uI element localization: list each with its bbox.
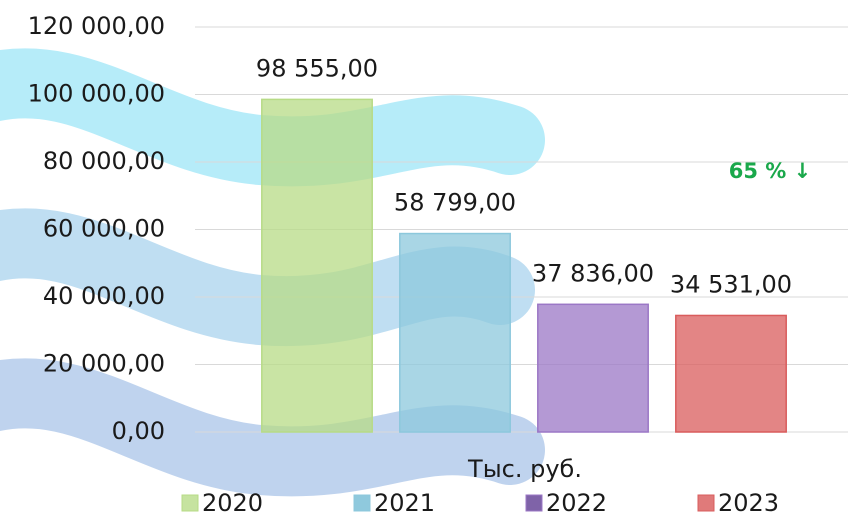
x-axis-label: Тыс. руб. [467,455,582,483]
legend-swatch [525,494,543,512]
legend-label: 2021 [374,489,435,517]
y-tick-label: 40 000,00 [43,282,165,310]
legend-label: 2023 [718,489,779,517]
bar [399,232,511,433]
bar [537,303,649,433]
legend-swatch [181,494,199,512]
y-tick-label: 60 000,00 [43,215,165,243]
legend-swatch [697,494,715,512]
value-label: 58 799,00 [394,189,516,217]
y-tick-label: 80 000,00 [43,147,165,175]
wave [0,48,545,187]
y-tick-label: 20 000,00 [43,350,165,378]
legend-swatch [353,494,371,512]
legend-label: 2020 [202,489,263,517]
legend-label: 2022 [546,489,607,517]
value-label: 34 531,00 [670,270,792,298]
value-label: 37 836,00 [532,259,654,287]
bar [675,314,787,433]
bar [261,98,373,433]
y-tick-label: 0,00 [112,417,165,445]
y-tick-label: 100 000,00 [28,80,165,108]
y-tick-label: 120 000,00 [28,12,165,40]
wave [0,358,545,497]
annotation: 65 % ↓ [729,159,811,183]
value-label: 98 555,00 [256,54,378,82]
